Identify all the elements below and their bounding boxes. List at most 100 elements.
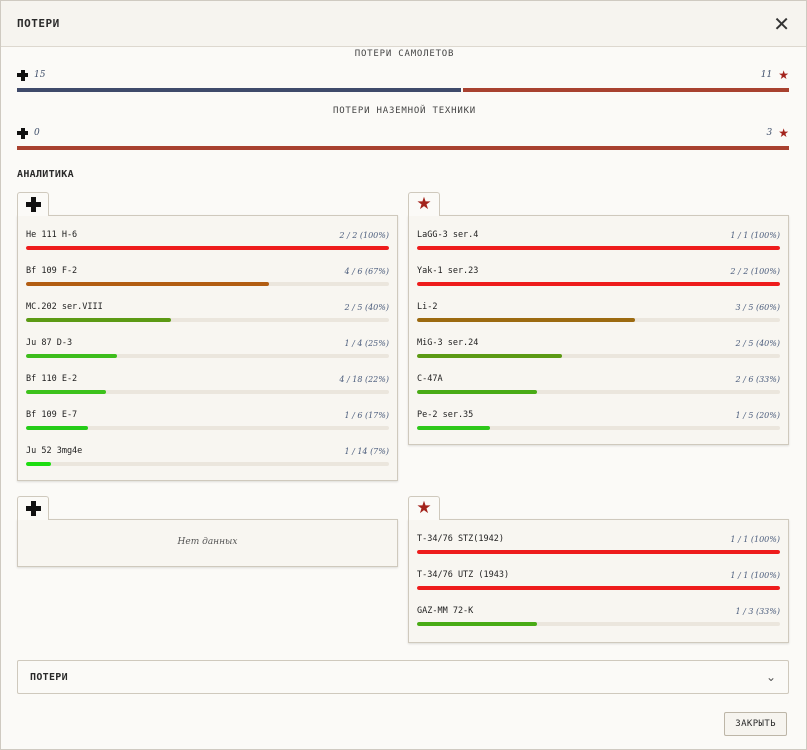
- soviet-star-icon: ★: [778, 126, 789, 140]
- list-item: Bf 110 E-2 4 / 18 (22%): [26, 372, 389, 408]
- item-name: Bf 109 F-2: [26, 266, 78, 276]
- ground-losses-score: 0 3 ★: [17, 126, 789, 140]
- soviet-star-icon: ★: [416, 498, 432, 518]
- item-value: 2 / 6 (33%): [735, 374, 780, 384]
- list-item: Pe-2 ser.35 1 / 5 (20%): [417, 408, 780, 444]
- air-losses-label: ПОТЕРИ САМОЛЕТОВ: [354, 49, 455, 59]
- list-item: Ju 87 D-3 1 / 4 (25%): [26, 336, 389, 372]
- item-value: 1 / 1 (100%): [730, 534, 780, 544]
- progress-track: [417, 586, 780, 590]
- progress-track: [26, 462, 389, 466]
- item-value: 3 / 5 (60%): [735, 302, 780, 312]
- progress-fill: [26, 282, 270, 286]
- tab-axis-air[interactable]: [17, 192, 49, 216]
- soviet-star-icon: ★: [778, 68, 789, 82]
- list-item: T-34/76 STZ(1942) 1 / 1 (100%): [417, 532, 780, 568]
- progress-track: [26, 390, 389, 394]
- tab-axis-ground[interactable]: [17, 496, 49, 520]
- progress-fill: [417, 586, 780, 590]
- ground-losses-bar-right: [17, 146, 789, 150]
- progress-track: [417, 550, 780, 554]
- tab-soviet-air[interactable]: ★: [408, 192, 440, 216]
- item-value: 1 / 14 (7%): [344, 446, 389, 456]
- axis-cross-icon: [25, 197, 41, 212]
- item-name: T-34/76 STZ(1942): [417, 534, 504, 544]
- air-losses-right-count: 11: [760, 70, 773, 80]
- close-button[interactable]: ЗАКРЫТЬ: [724, 712, 787, 736]
- item-name: GAZ-MM 72-K: [417, 606, 474, 616]
- soviet-air-panel: LaGG-3 ser.4 1 / 1 (100%) Yak-1 ser.23 2 / …: [408, 215, 789, 445]
- item-value: 1 / 6 (17%): [344, 410, 389, 420]
- soviet-ground-list: T-34/76 STZ(1942) 1 / 1 (100%) T-34/76 UTZ…: [417, 532, 780, 640]
- item-name: Ju 87 D-3: [26, 338, 73, 348]
- progress-fill: [26, 318, 172, 322]
- air-losses-score: 15 11 ★: [17, 68, 789, 82]
- modal-header: ПОТЕРИ ✕: [1, 1, 806, 47]
- progress-fill: [417, 354, 563, 358]
- item-name: Li-2: [417, 302, 438, 312]
- soviet-ground-panel: T-34/76 STZ(1942) 1 / 1 (100%) T-34/76 UTZ…: [408, 519, 789, 643]
- item-name: Pe-2 ser.35: [417, 410, 474, 420]
- item-name: Bf 109 E-7: [26, 410, 78, 420]
- chevron-down-icon[interactable]: ⌄: [765, 670, 776, 684]
- list-item: C-47A 2 / 6 (33%): [417, 372, 780, 408]
- list-item: LaGG-3 ser.4 1 / 1 (100%): [417, 228, 780, 264]
- item-value: 4 / 18 (22%): [339, 374, 389, 384]
- progress-fill: [26, 426, 88, 430]
- axis-cross-icon: [17, 69, 28, 81]
- air-losses-bar-right: [463, 88, 789, 92]
- losses-accordion[interactable]: ПОТЕРИ ⌄: [17, 660, 789, 694]
- progress-track: [417, 426, 780, 430]
- item-value: 1 / 3 (33%): [735, 606, 780, 616]
- item-name: Bf 110 E-2: [26, 374, 78, 384]
- ground-losses-right-count: 3: [766, 128, 773, 138]
- item-value: 2 / 5 (40%): [344, 302, 389, 312]
- list-item: Ju 52 3mg4e 1 / 14 (7%): [26, 444, 389, 480]
- progress-fill: [26, 390, 106, 394]
- item-value: 1 / 4 (25%): [344, 338, 389, 348]
- item-name: Ju 52 3mg4e: [26, 446, 83, 456]
- progress-fill: [417, 390, 537, 394]
- axis-ground-panel: Нет данных: [17, 519, 398, 567]
- progress-fill: [417, 550, 780, 554]
- axis-air-list: He 111 H-6 2 / 2 (100%) Bf 109 F-2 4 / 6 (6…: [26, 228, 389, 480]
- progress-track: [26, 318, 389, 322]
- progress-track: [26, 354, 389, 358]
- list-item: GAZ-MM 72-K 1 / 3 (33%): [417, 604, 780, 640]
- item-name: He 111 H-6: [26, 230, 78, 240]
- progress-fill: [417, 622, 537, 626]
- item-name: Yak-1 ser.23: [417, 266, 479, 276]
- air-losses-bar-left: [17, 88, 462, 92]
- list-item: T-34/76 UTZ (1943) 1 / 1 (100%): [417, 568, 780, 604]
- progress-fill: [417, 426, 490, 430]
- item-value: 2 / 2 (100%): [339, 230, 389, 240]
- progress-track: [417, 622, 780, 626]
- list-item: MiG-3 ser.24 2 / 5 (40%): [417, 336, 780, 372]
- no-data-text: Нет данных: [177, 537, 238, 547]
- item-value: 4 / 6 (67%): [344, 266, 389, 276]
- item-name: MiG-3 ser.24: [417, 338, 479, 348]
- progress-fill: [417, 318, 635, 322]
- item-value: 2 / 5 (40%): [735, 338, 780, 348]
- list-item: MC.202 ser.VIII 2 / 5 (40%): [26, 300, 389, 336]
- ground-losses-left-count: 0: [34, 128, 40, 138]
- item-value: 1 / 5 (20%): [735, 410, 780, 420]
- list-item: Li-2 3 / 5 (60%): [417, 300, 780, 336]
- axis-air-panel: He 111 H-6 2 / 2 (100%) Bf 109 F-2 4 / 6 (6…: [17, 215, 398, 481]
- item-name: T-34/76 UTZ (1943): [417, 570, 510, 580]
- progress-track: [26, 426, 389, 430]
- item-name: C-47A: [417, 374, 443, 384]
- item-value: 1 / 1 (100%): [730, 570, 780, 580]
- losses-accordion-label: ПОТЕРИ: [30, 671, 68, 683]
- list-item: Yak-1 ser.23 2 / 2 (100%): [417, 264, 780, 300]
- tab-soviet-ground[interactable]: ★: [408, 496, 440, 520]
- close-icon[interactable]: ✕: [773, 11, 790, 36]
- axis-cross-icon: [17, 127, 28, 139]
- progress-track: [417, 354, 780, 358]
- analytics-title: АНАЛИТИКА: [17, 169, 74, 180]
- progress-track: [26, 246, 389, 250]
- progress-fill: [26, 462, 52, 466]
- ground-losses-label: ПОТЕРИ НАЗЕМНОЙ ТЕХНИКИ: [332, 106, 477, 116]
- item-name: MC.202 ser.VIII: [26, 302, 103, 312]
